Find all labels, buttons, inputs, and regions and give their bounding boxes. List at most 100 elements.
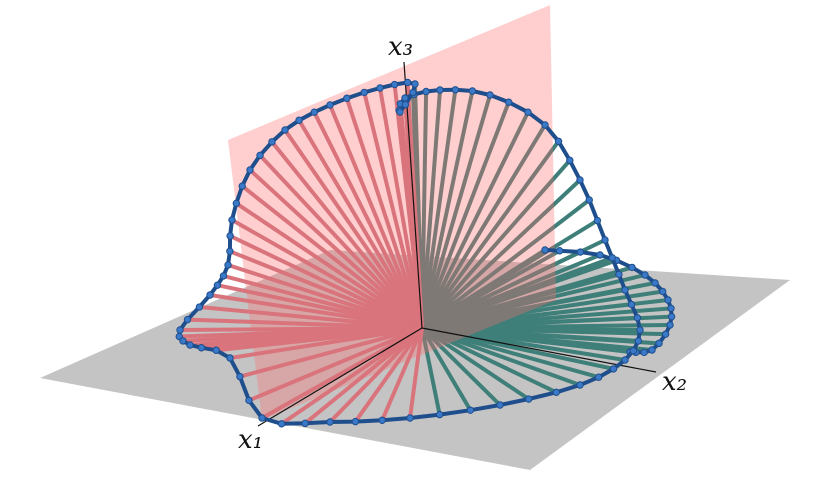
curve-node <box>401 100 410 109</box>
curve-node <box>186 341 194 349</box>
curve-node <box>256 151 264 160</box>
curve-node <box>486 91 494 99</box>
curve-node <box>576 248 585 256</box>
curve-node <box>226 232 234 240</box>
spoke <box>420 255 615 330</box>
x1-x2-plane <box>40 250 790 470</box>
curve-node <box>360 88 368 97</box>
curve-node <box>246 166 254 174</box>
curve-node <box>595 373 603 381</box>
curve-node <box>411 80 419 88</box>
spoke <box>297 118 424 330</box>
spoke <box>420 326 442 417</box>
spoke <box>420 326 502 407</box>
curve-node <box>226 354 234 362</box>
curve-node <box>651 279 659 287</box>
spoke <box>420 326 559 395</box>
curve-node <box>576 176 584 184</box>
spoke <box>312 110 424 330</box>
spoke <box>328 326 424 424</box>
curve-node <box>664 296 672 304</box>
curve-node <box>667 312 676 321</box>
curve-node <box>525 395 533 403</box>
curve-node <box>666 321 674 329</box>
x1-axis <box>257 327 423 427</box>
curve-node <box>576 381 584 389</box>
curve-node <box>295 116 303 124</box>
curve-node <box>179 337 187 345</box>
curve-node <box>183 315 192 324</box>
spoke <box>420 178 582 330</box>
curve-node <box>277 420 286 428</box>
spoke <box>420 198 592 330</box>
spoke <box>230 218 424 330</box>
curve-node <box>409 88 417 97</box>
curve-node <box>555 247 564 255</box>
curve-node <box>351 417 360 426</box>
curve-node <box>629 347 638 355</box>
curve-node <box>634 337 643 345</box>
curve <box>175 78 676 428</box>
curve-node <box>281 126 289 134</box>
curve-node <box>566 156 574 165</box>
curve-node <box>195 303 204 311</box>
curve-node <box>667 304 675 313</box>
curve-node <box>238 182 246 190</box>
spoke <box>420 238 607 330</box>
spoke <box>362 90 424 330</box>
curve-node <box>226 247 234 255</box>
curve-node <box>343 94 351 102</box>
spoke <box>420 326 531 402</box>
curve-node <box>541 121 549 129</box>
curve-node <box>406 414 414 422</box>
spoke <box>260 326 424 420</box>
curve-node <box>596 251 604 259</box>
spoke <box>420 288 627 330</box>
spoke <box>344 96 424 330</box>
spoke <box>269 139 424 330</box>
spoke <box>303 326 424 426</box>
spoke <box>228 233 424 330</box>
spoke <box>420 88 442 330</box>
x2-label: x₂ <box>662 367 687 397</box>
x1-label: x₁ <box>238 425 263 455</box>
curve-node <box>608 254 616 262</box>
curve-node <box>554 137 563 145</box>
curve-node <box>640 348 648 357</box>
spoke <box>227 249 424 330</box>
curve-node <box>390 80 399 89</box>
back-spokes <box>410 82 674 417</box>
curve-node <box>451 86 460 94</box>
curve-node <box>236 372 244 381</box>
spoke <box>353 326 424 424</box>
spoke <box>420 87 458 330</box>
spoke <box>328 103 424 330</box>
spoke <box>380 326 424 423</box>
curve-node <box>326 418 334 426</box>
curve-node <box>505 98 513 106</box>
spoke <box>234 201 424 330</box>
curve-node <box>258 414 266 422</box>
curve-node <box>468 87 477 95</box>
curve-node <box>376 84 384 92</box>
x3-label: x₃ <box>388 32 413 62</box>
spoke <box>420 326 582 387</box>
curve-node <box>436 86 444 94</box>
curve-node <box>422 87 430 96</box>
spoke <box>420 110 530 330</box>
spoke <box>248 168 424 330</box>
spoke <box>228 326 424 360</box>
curve-node <box>268 138 276 146</box>
curve-node <box>609 365 618 373</box>
curve-node <box>633 314 642 322</box>
curve-node <box>661 330 670 338</box>
spoke <box>240 184 424 330</box>
curve-node <box>628 263 636 272</box>
curve-node <box>206 291 214 299</box>
curve-node <box>403 78 412 87</box>
spoke <box>420 218 600 330</box>
spoke <box>378 86 424 330</box>
curve-node <box>541 246 549 254</box>
curve-node <box>176 326 184 334</box>
